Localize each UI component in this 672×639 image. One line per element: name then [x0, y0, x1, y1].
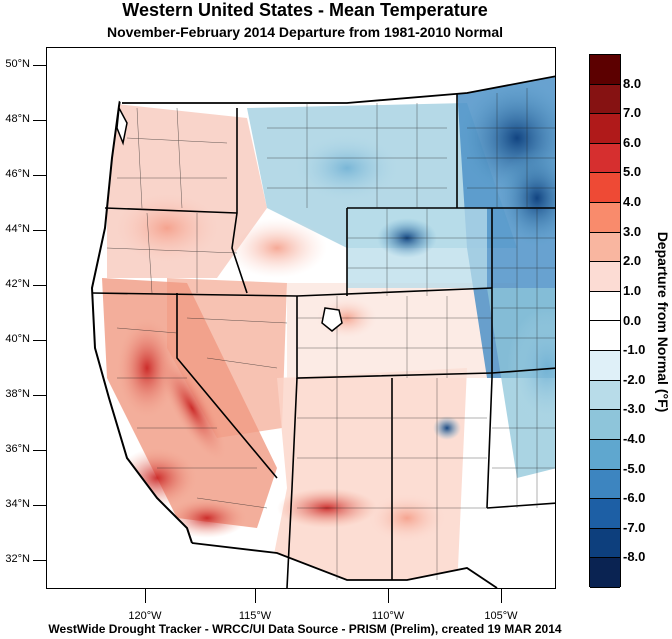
legend-value-label: -7.0: [623, 519, 646, 535]
legend-swatch: [590, 55, 620, 85]
legend-value-label: 5.0: [623, 164, 642, 180]
map-subtitle: November-February 2014 Departure from 19…: [106, 24, 504, 40]
latitude-label: 44°N: [5, 223, 30, 235]
legend-value-label: -4.0: [623, 430, 646, 446]
legend-swatch: [590, 439, 620, 470]
legend-value-label: 2.0: [623, 253, 642, 269]
legend-value-label: -2.0: [623, 371, 646, 387]
legend-swatch: [590, 291, 620, 322]
latitude-label: 38°N: [5, 388, 30, 400]
latitude-tick: [33, 175, 46, 176]
latitude-tick: [33, 450, 46, 451]
latitude-label: 36°N: [5, 443, 30, 455]
legend-swatch: [590, 114, 620, 144]
latitude-tick: [33, 285, 46, 286]
puget-sound: [116, 105, 128, 146]
us-canada-border: [122, 75, 555, 104]
longitude-label: 105°W: [484, 610, 518, 622]
longitude-tick: [145, 589, 146, 603]
temperature-departure-map: [47, 48, 555, 588]
us-mexico-border: [191, 542, 498, 588]
latitude-label: 50°N: [5, 58, 30, 70]
legend-title: Departure from Normal (°F): [655, 231, 671, 413]
legend-swatch: [590, 173, 620, 204]
latitude-tick: [33, 395, 46, 396]
latitude-tick: [33, 230, 46, 231]
latitude-tick: [33, 65, 46, 66]
legend-value-label: 6.0: [623, 134, 642, 150]
latitude-label: 40°N: [5, 333, 30, 345]
longitude-tick: [255, 589, 256, 603]
latitude-tick: [33, 505, 46, 506]
mexico: [192, 543, 497, 588]
color-legend: [589, 54, 621, 588]
latitude-label: 34°N: [5, 498, 30, 510]
legend-swatch: [590, 262, 620, 292]
legend-value-label: 8.0: [623, 75, 642, 91]
latitude-tick: [33, 340, 46, 341]
county-borders: [106, 88, 555, 580]
legend-swatch: [590, 232, 620, 263]
legend-swatch: [590, 469, 620, 500]
legend-value-label: 1.0: [623, 282, 642, 298]
ocean: [47, 48, 192, 588]
legend-swatch: [590, 380, 620, 411]
map-title: Western United States - Mean Temperature: [122, 0, 488, 20]
longitude-label: 115°W: [238, 610, 272, 622]
longitude-tick: [388, 589, 389, 603]
latitude-tick: [33, 120, 46, 121]
longitude-label: 120°W: [128, 610, 162, 622]
legend-value-label: -5.0: [623, 460, 646, 476]
latitude-label: 42°N: [5, 278, 30, 290]
legend-value-label: -8.0: [623, 549, 646, 565]
legend-swatch: [590, 203, 620, 233]
legend-value-label: 7.0: [623, 105, 642, 121]
legend-swatch: [590, 499, 620, 529]
great-salt-lake: [321, 307, 343, 332]
legend-value-label: -6.0: [623, 490, 646, 506]
latitude-tick: [33, 560, 46, 561]
canada: [47, 48, 555, 103]
latitude-label: 32°N: [5, 553, 30, 565]
coastline: [90, 48, 193, 544]
legend-swatch: [590, 558, 620, 588]
credit-footer: WestWide Drought Tracker - WRCC/UI Data …: [48, 622, 562, 636]
longitude-label: 110°W: [371, 610, 405, 622]
legend-value-label: 0.0: [623, 312, 642, 328]
map-panel: [46, 47, 556, 589]
legend-swatch: [590, 351, 620, 381]
legend-swatch: [590, 143, 620, 174]
legend-swatch: [590, 528, 620, 559]
legend-value-label: -1.0: [623, 342, 646, 358]
legend-value-label: 3.0: [623, 223, 642, 239]
legend-swatch: [590, 410, 620, 440]
legend-swatch: [590, 84, 620, 115]
legend-value-label: -3.0: [623, 401, 646, 417]
legend-value-label: 4.0: [623, 194, 642, 210]
legend-swatch: [590, 321, 620, 352]
longitude-tick: [501, 589, 502, 603]
latitude-label: 48°N: [5, 113, 30, 125]
latitude-label: 46°N: [5, 168, 30, 180]
